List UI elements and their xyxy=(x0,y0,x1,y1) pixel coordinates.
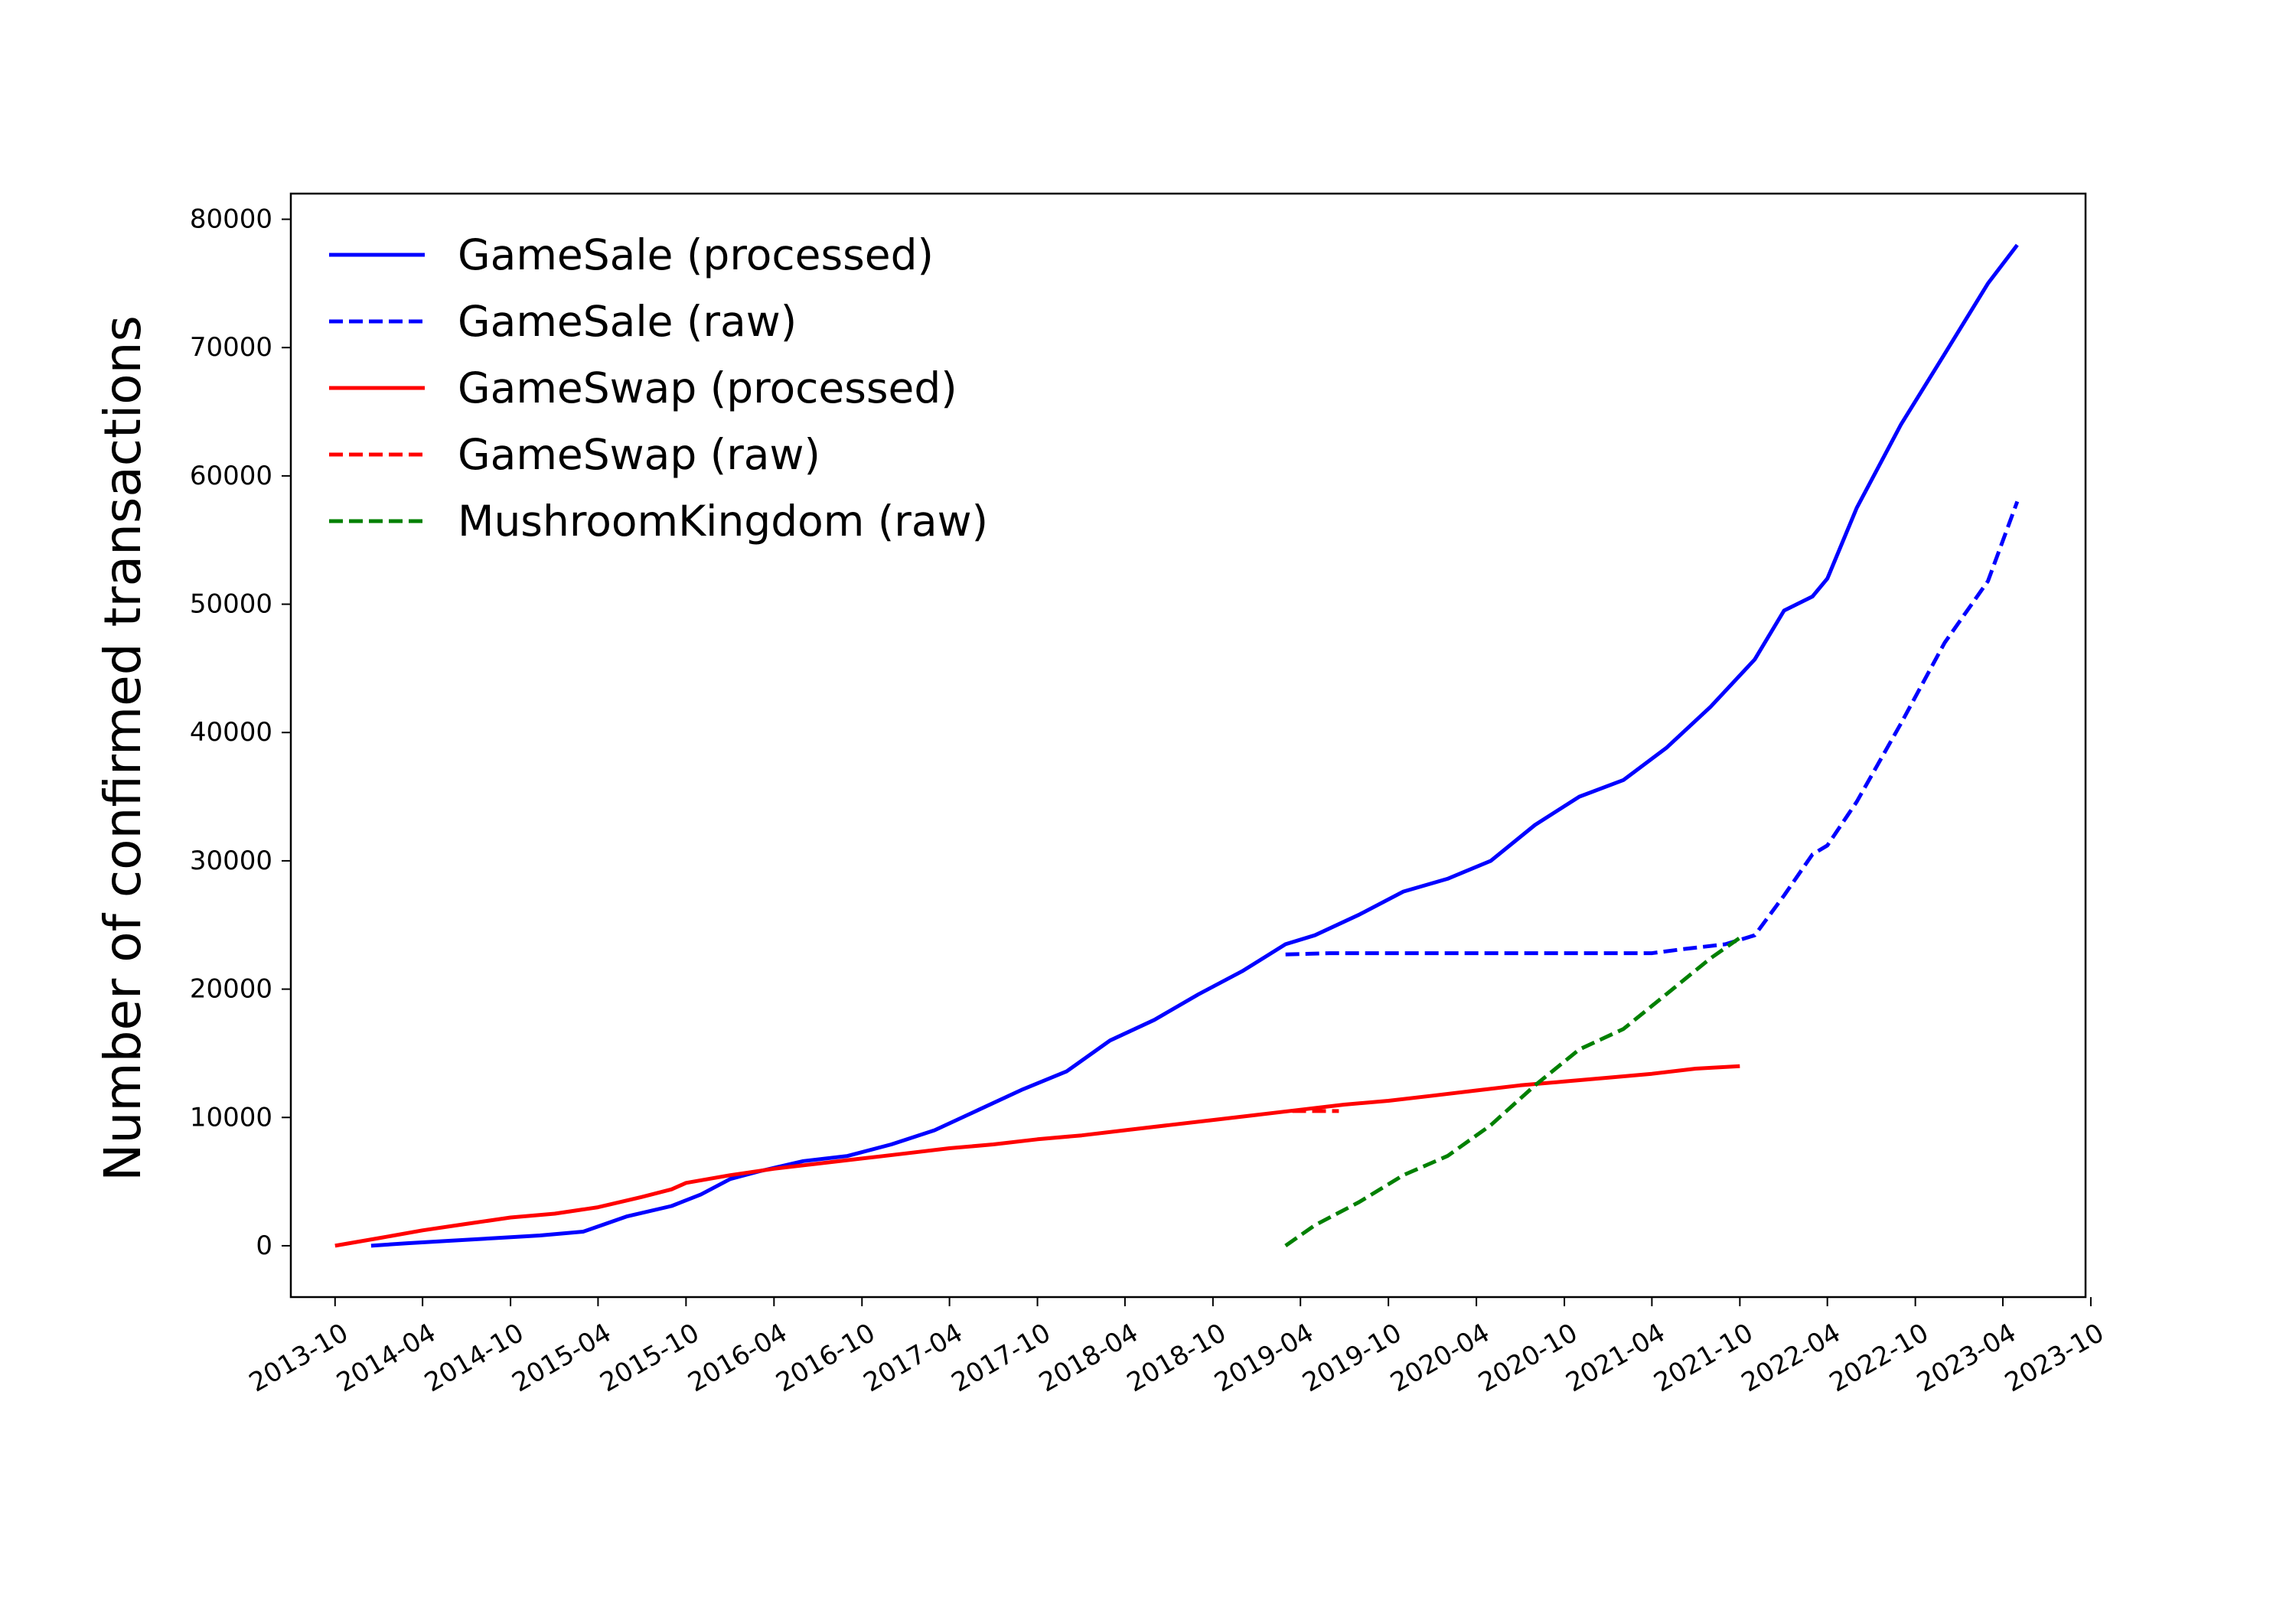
y-tick-label: 60000 xyxy=(190,461,272,491)
y-tick-label: 40000 xyxy=(190,717,272,748)
series-line-gamesale-raw xyxy=(1285,500,2020,957)
y-tick-label: 50000 xyxy=(190,589,272,620)
legend-label-gameswap-raw: GameSwap (raw) xyxy=(458,430,820,479)
legend-label-mushroomkingdom-raw: MushroomKingdom (raw) xyxy=(458,497,988,546)
legend-label-gameswap-processed: GameSwap (processed) xyxy=(458,363,957,412)
series-line-gameswap-processed xyxy=(334,1064,1740,1248)
y-tick-label: 10000 xyxy=(190,1102,272,1133)
legend: GameSale (processed) GameSale (raw) GameSw… xyxy=(329,230,988,546)
y-axis: 0 10000 20000 30000 40000 50000 60000 70000 8000… xyxy=(190,204,291,1261)
y-tick-label: 30000 xyxy=(190,846,272,876)
y-tick-label: 70000 xyxy=(190,332,272,363)
plot-frame xyxy=(289,192,2087,1299)
y-axis-title: Number of confirmed transactions xyxy=(93,315,152,1182)
y-tick-label: 0 xyxy=(256,1231,272,1261)
series-lines xyxy=(334,243,2020,1248)
series-line-mushroomkingdom-raw xyxy=(1284,936,1741,1247)
legend-label-gamesale-processed: GameSale (processed) xyxy=(458,230,934,279)
y-tick-label: 80000 xyxy=(190,204,272,235)
y-tick-label: 20000 xyxy=(190,974,272,1005)
series-line-gamesale-processed xyxy=(370,243,2019,1248)
legend-label-gamesale-raw: GameSale (raw) xyxy=(458,297,797,346)
